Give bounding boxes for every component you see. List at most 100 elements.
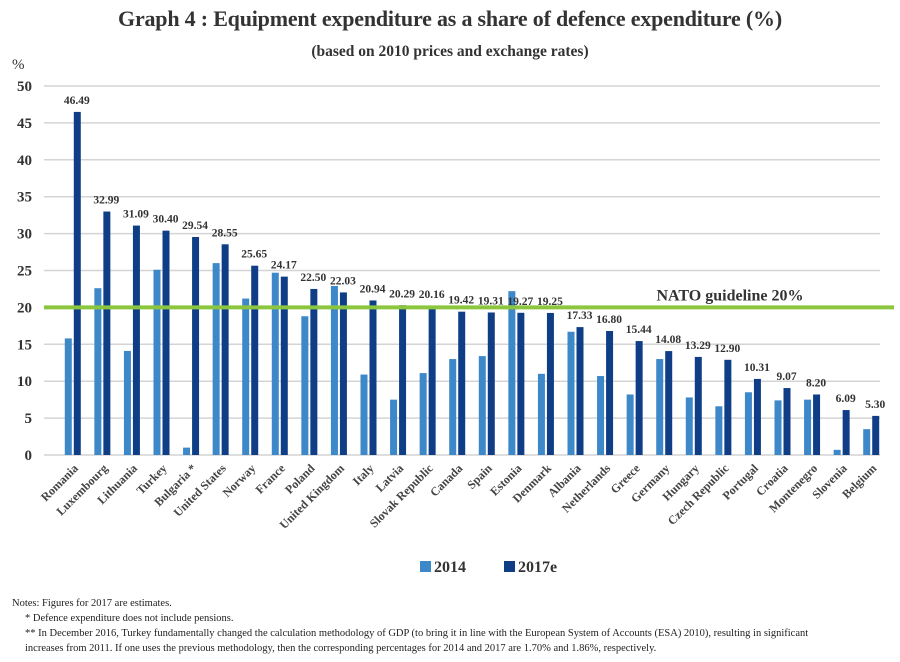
bar-2017e: [310, 288, 318, 455]
bar-2014: [715, 406, 723, 455]
data-label-2017e: 9.07: [776, 371, 796, 383]
data-label-2017e: 13.29: [685, 340, 711, 352]
x-tick-label: Norway: [220, 461, 259, 500]
bar-2014: [419, 373, 427, 455]
bar-2014: [301, 316, 309, 455]
bar-2014: [833, 449, 841, 455]
bar-2017e: [724, 359, 732, 455]
data-label-2017e: 19.25: [537, 296, 563, 308]
bar-2017e: [753, 378, 761, 455]
bar-chart: 0 5 10 15 20 25 30 35 40 45 50 % NATO guideline 20…: [12, 57, 894, 576]
bar-2017e: [369, 300, 377, 455]
bar-2014: [330, 285, 338, 455]
bar-2017e: [842, 410, 850, 455]
note-turkey: ** In December 2016, Turkey fundamentall…: [25, 628, 809, 639]
bar-2014: [271, 272, 279, 455]
bar-2017e: [221, 244, 229, 455]
bar-2017e: [280, 276, 288, 455]
bar-2017e: [73, 111, 81, 455]
data-label-2017e: 22.03: [330, 275, 356, 287]
reference-label: NATO guideline 20%: [657, 287, 804, 304]
bar-2017e: [813, 394, 821, 455]
legend-label: 2017e: [518, 559, 557, 576]
bar-2017e: [428, 306, 436, 455]
y-tick-label: 20: [17, 300, 32, 316]
legend-swatch: [420, 561, 431, 572]
bar-2014: [94, 288, 102, 455]
legend: 2014 2017e: [420, 559, 557, 576]
data-label-2017e: 17.33: [567, 310, 593, 322]
data-label-2017e: 20.29: [389, 288, 415, 300]
data-label-2017e: 16.80: [596, 314, 622, 326]
bar-2017e: [162, 230, 170, 455]
y-tick-label: 15: [17, 337, 32, 353]
nato-guideline: NATO guideline 20%: [44, 287, 894, 310]
bar-2017e: [251, 265, 259, 455]
y-tick-label: 40: [17, 153, 32, 169]
y-tick-label: 0: [25, 448, 33, 464]
bar-2017e: [576, 327, 584, 455]
x-tick-label: Canada: [427, 461, 465, 499]
bar-2014: [449, 359, 457, 455]
bar-2014: [390, 399, 398, 455]
bar-2014: [478, 356, 486, 455]
data-label-2017e: 32.99: [93, 195, 119, 207]
data-label-2017e: 25.65: [241, 249, 267, 261]
bar-2017e: [517, 312, 525, 455]
data-label-2017e: 19.42: [448, 295, 474, 307]
bar-2014: [597, 376, 605, 455]
legend-label: 2014: [434, 559, 466, 576]
bar-2014: [863, 429, 871, 455]
y-tick-label: 10: [17, 374, 32, 390]
y-tick-label: 5: [25, 411, 33, 427]
bar-2014: [626, 394, 634, 455]
chart-title: Graph 4 : Equipment expenditure as a sha…: [118, 6, 782, 31]
data-label-2017e: 20.16: [419, 289, 445, 301]
legend-swatch: [504, 561, 515, 572]
data-label-2017e: 30.40: [153, 214, 179, 226]
bar-2017e: [694, 356, 702, 455]
data-label-2017e: 19.31: [478, 295, 504, 307]
notes: Notes: Figures for 2017 are estimates. *…: [12, 596, 892, 656]
bar-2017e: [546, 312, 554, 455]
bar-2014: [774, 400, 782, 455]
chart-subtitle: (based on 2010 prices and exchange rates…: [311, 43, 589, 60]
bar-2017e: [132, 225, 140, 455]
data-label-2017e: 10.31: [744, 362, 770, 374]
bar-2014: [656, 359, 664, 455]
bar-2017e: [665, 351, 673, 455]
bar-2017e: [103, 211, 111, 455]
bar-2014: [64, 338, 72, 455]
y-axis-label: %: [12, 57, 25, 73]
data-label-2017e: 28.55: [212, 227, 238, 239]
note-estimates: Notes: Figures for 2017 are estimates.: [12, 598, 172, 609]
data-label-2017e: 6.09: [836, 393, 856, 405]
bar-2014: [567, 331, 575, 455]
data-label-2017e: 22.50: [300, 272, 326, 284]
data-label-2017e: 5.30: [865, 399, 885, 411]
bar-2014: [183, 447, 191, 455]
data-label-2017e: 12.90: [714, 343, 740, 355]
data-label-2017e: 46.49: [64, 95, 90, 107]
bar-2017e: [399, 305, 407, 455]
bar-2017e: [606, 331, 614, 455]
data-label-2017e: 20.94: [360, 283, 386, 295]
y-tick-label: 25: [17, 264, 32, 280]
data-label-2017e: 29.54: [182, 220, 208, 232]
y-tick-label: 30: [17, 227, 32, 243]
bar-2014: [537, 373, 545, 455]
bar-2017e: [635, 341, 643, 455]
y-tick-label: 45: [17, 116, 32, 132]
y-axis-ticks: 0 5 10 15 20 25 30 35 40 45 50: [17, 79, 32, 464]
data-label-2017e: 14.08: [655, 334, 681, 346]
bar-2017e: [458, 311, 466, 455]
note-turkey-cont: increases from 2011. If one uses the pre…: [25, 643, 657, 654]
bar-2014: [123, 350, 131, 455]
x-tick-label: France: [253, 461, 289, 497]
bar-2014: [804, 399, 812, 455]
bar-2017e: [192, 236, 200, 455]
bar-2014: [360, 374, 368, 455]
note-bulgaria: * Defence expenditure does not include p…: [25, 613, 234, 624]
bar-2017e: [872, 415, 880, 455]
